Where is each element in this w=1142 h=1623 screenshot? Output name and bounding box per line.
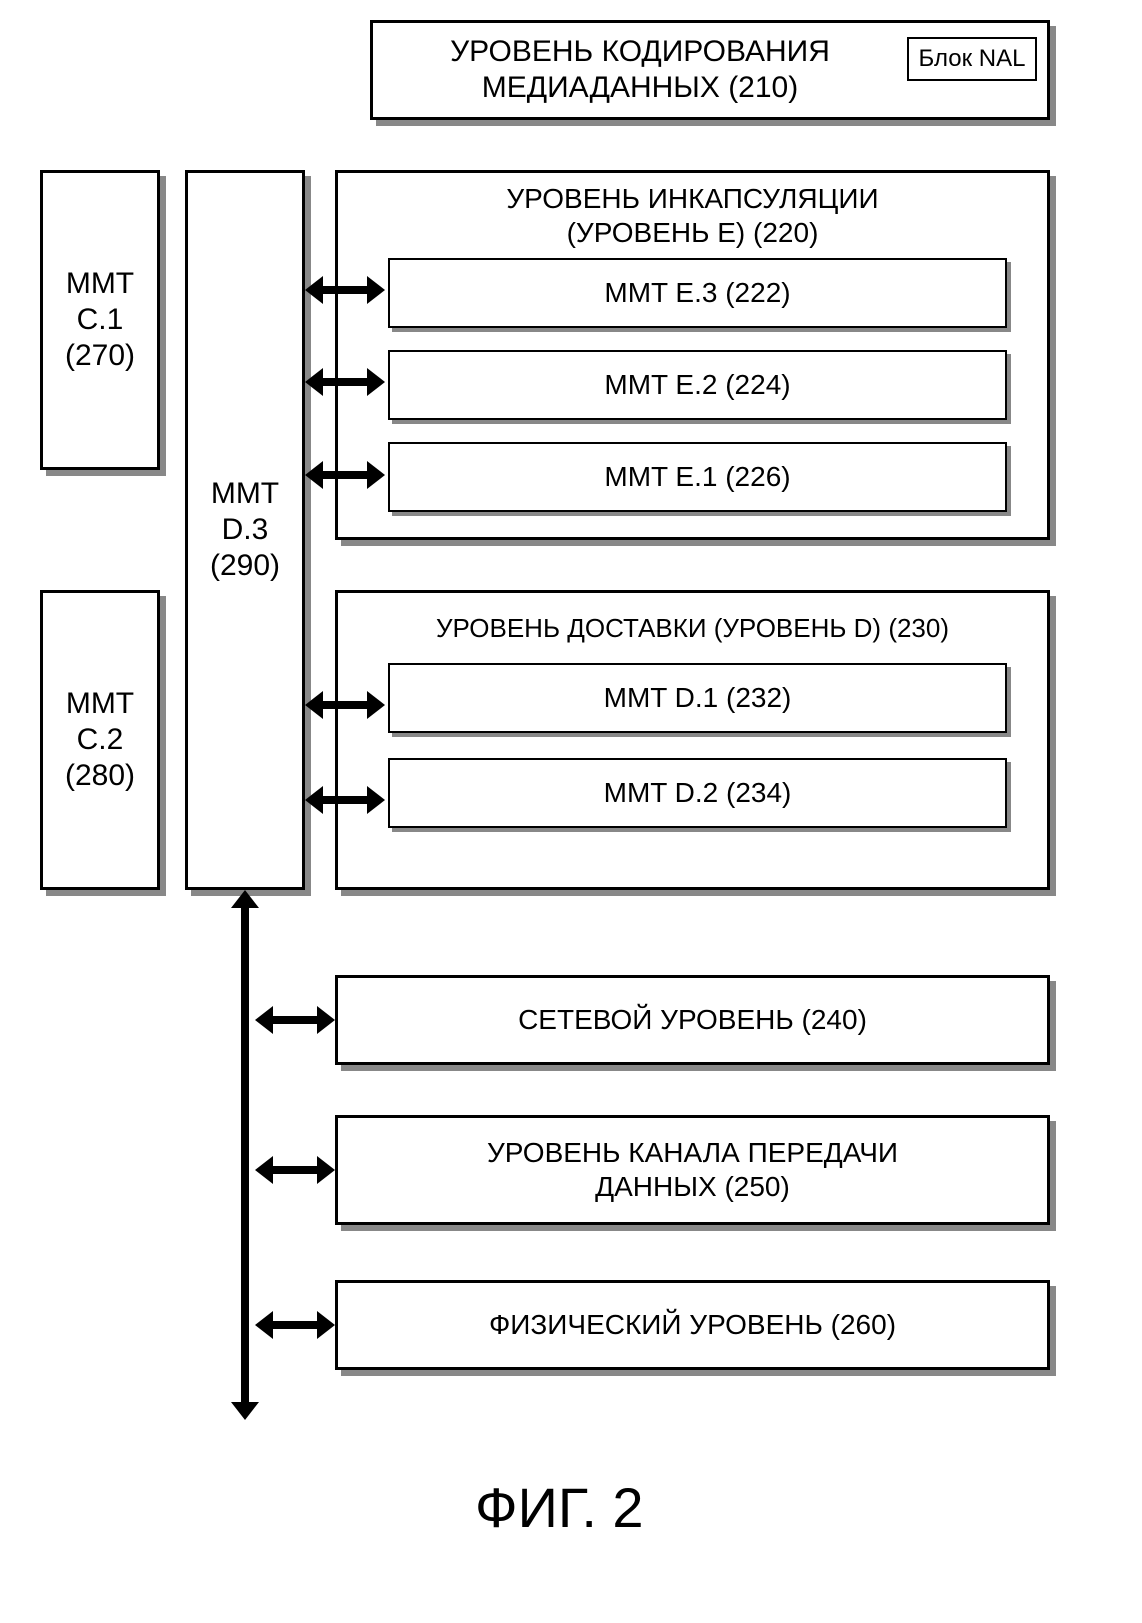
media-coding-title: УРОВЕНЬ КОДИРОВАНИЯ МЕДИАДАННЫХ (210): [450, 34, 830, 106]
mmt-d3-box: MMT D.3 (290): [185, 170, 305, 890]
encapsulation-title: УРОВЕНЬ ИНКАПСУЛЯЦИИ (УРОВЕНЬ E) (220): [338, 173, 1047, 258]
mmt-d1-box: MMT D.1 (232): [388, 663, 1007, 733]
mmt-c2-label: MMT C.2 (280): [65, 686, 135, 794]
mmt-c2-box: MMT C.2 (280): [40, 590, 160, 890]
mmt-c1-label: MMT C.1 (270): [65, 266, 135, 374]
mmt-c1-line3: (270): [65, 338, 135, 374]
encapsulation-level-box: УРОВЕНЬ ИНКАПСУЛЯЦИИ (УРОВЕНЬ E) (220) M…: [335, 170, 1050, 540]
mmt-c2-line2: C.2: [65, 722, 135, 758]
media-coding-title-line2: МЕДИАДАННЫХ (210): [450, 70, 830, 106]
network-level-box: СЕТЕВОЙ УРОВЕНЬ (240): [335, 975, 1050, 1065]
mmt-e3-box: MMT E.3 (222): [388, 258, 1007, 328]
mmt-c2-line1: MMT: [65, 686, 135, 722]
delivery-level-box: УРОВЕНЬ ДОСТАВКИ (УРОВЕНЬ D) (230) MMT D…: [335, 590, 1050, 890]
encap-title-line1: УРОВЕНЬ ИНКАПСУЛЯЦИИ: [506, 182, 878, 216]
figure-label: ФИГ. 2: [475, 1475, 644, 1540]
mmt-d3-line2: D.3: [210, 512, 280, 548]
mmt-c1-line1: MMT: [65, 266, 135, 302]
mmt-e1-box: MMT E.1 (226): [388, 442, 1007, 512]
media-coding-level-box: УРОВЕНЬ КОДИРОВАНИЯ МЕДИАДАННЫХ (210) Бл…: [370, 20, 1050, 120]
datalink-level-box: УРОВЕНЬ КАНАЛА ПЕРЕДАЧИ ДАННЫХ (250): [335, 1115, 1050, 1225]
diagram-container: УРОВЕНЬ КОДИРОВАНИЯ МЕДИАДАННЫХ (210) Бл…: [0, 0, 1142, 1623]
physical-level-box: ФИЗИЧЕСКИЙ УРОВЕНЬ (260): [335, 1280, 1050, 1370]
mmt-d3-label: MMT D.3 (290): [210, 476, 280, 584]
nal-block-label: Блок NAL: [907, 37, 1037, 81]
mmt-d3-line1: MMT: [210, 476, 280, 512]
delivery-title: УРОВЕНЬ ДОСТАВКИ (УРОВЕНЬ D) (230): [338, 593, 1047, 663]
mmt-e2-box: MMT E.2 (224): [388, 350, 1007, 420]
datalink-line2: ДАННЫХ (250): [487, 1170, 898, 1204]
mmt-c2-line3: (280): [65, 758, 135, 794]
datalink-line1: УРОВЕНЬ КАНАЛА ПЕРЕДАЧИ: [487, 1136, 898, 1170]
media-coding-title-line1: УРОВЕНЬ КОДИРОВАНИЯ: [450, 34, 830, 70]
encap-title-line2: (УРОВЕНЬ E) (220): [506, 216, 878, 250]
mmt-d2-box: MMT D.2 (234): [388, 758, 1007, 828]
mmt-c1-box: MMT C.1 (270): [40, 170, 160, 470]
mmt-c1-line2: C.1: [65, 302, 135, 338]
mmt-d3-line3: (290): [210, 548, 280, 584]
